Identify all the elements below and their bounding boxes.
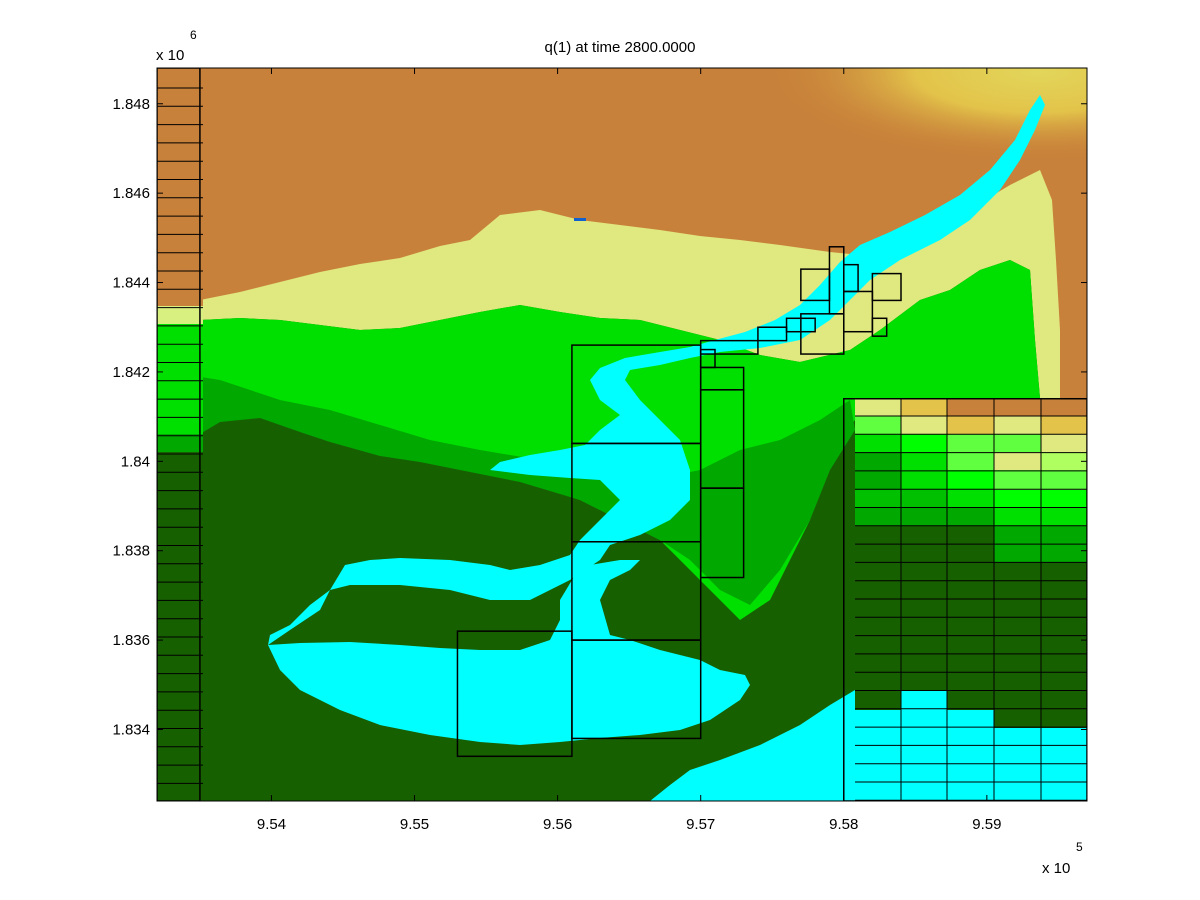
x-tick-label: 9.54: [257, 816, 286, 833]
amr-patch: [800, 313, 845, 355]
x-tick-label: 9.57: [686, 816, 715, 833]
y-axis: 1.834 1.836 1.838 1.84 1.842 1.844 1.846 1.848: [112, 96, 1087, 738]
plot-area: [157, 68, 1087, 801]
x-tick-label: 9.56: [543, 816, 572, 833]
amr-patch: [699, 339, 759, 355]
x-exponent-base: x 10: [1042, 860, 1070, 877]
y-tick-label: 1.84: [121, 453, 150, 470]
amr-patch: [699, 366, 745, 391]
west-strip-cells: [157, 68, 203, 801]
east-grid-cells: [855, 398, 1087, 801]
amr-patches: [157, 68, 1087, 801]
terrain-mid-green: [157, 370, 855, 605]
water-southeast: [650, 690, 855, 801]
y-exponent-power: 6: [190, 28, 197, 42]
x-axis: 9.54 9.55 9.56 9.57 9.58 9.59: [257, 68, 1001, 833]
amr-patch: [871, 272, 902, 302]
x-tick-label: 9.55: [400, 816, 429, 833]
water-body: [268, 95, 1045, 745]
amr-patch: [157, 68, 201, 801]
amr-patch: [757, 326, 788, 342]
x-exponent-power: 5: [1076, 840, 1083, 854]
y-tick-label: 1.834: [112, 721, 150, 738]
west-grid-lines: [157, 87, 203, 784]
amr-patch: [699, 348, 716, 369]
y-exponent-base: x 10: [156, 47, 184, 64]
y-tick-label: 1.846: [112, 185, 150, 202]
axes-frame: [156, 67, 1088, 802]
y-tick-label: 1.842: [112, 364, 150, 381]
amr-patch: [843, 290, 874, 333]
x-tick-label: 9.59: [972, 816, 1001, 833]
y-tick-label: 1.836: [112, 632, 150, 649]
amr-patch: [843, 397, 1087, 801]
chart-title: q(1) at time 2800.0000: [545, 39, 696, 56]
y-tick-label: 1.838: [112, 543, 150, 560]
terrain-pale-band: [157, 170, 1060, 398]
amr-patch: [871, 317, 888, 337]
y-tick-label: 1.848: [112, 96, 150, 113]
y-tick-label: 1.844: [112, 275, 150, 292]
gauge-marker: [574, 218, 586, 221]
x-tick-label: 9.58: [829, 816, 858, 833]
east-grid-lines: [855, 398, 1087, 801]
